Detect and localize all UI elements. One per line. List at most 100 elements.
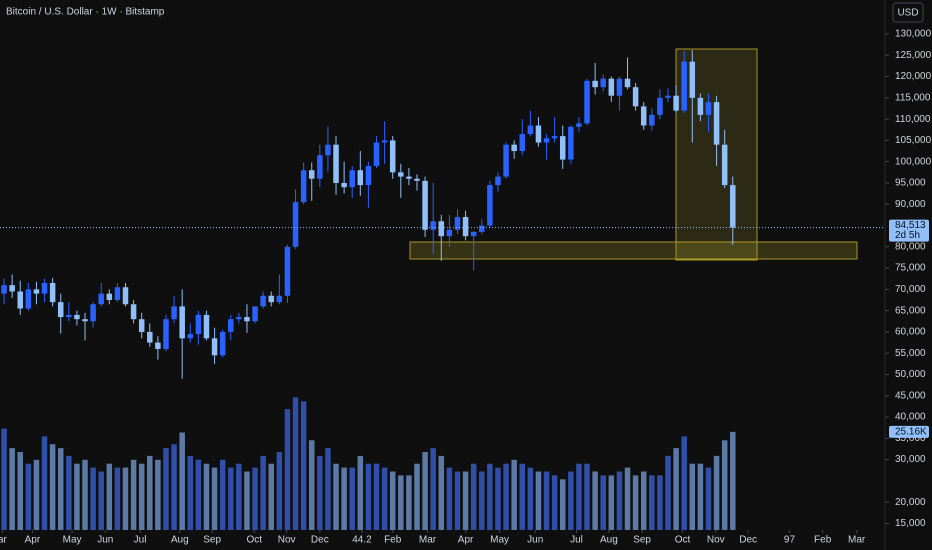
chart-title: Bitcoin / U.S. Dollar · 1W · Bitstamp: [6, 7, 165, 18]
volume-bar: [381, 467, 388, 530]
candle-body: [284, 246, 291, 296]
candle-body: [268, 295, 275, 303]
volume-bar: [616, 471, 623, 530]
x-tick-label: Jun: [97, 535, 113, 546]
volume-bar: [730, 431, 736, 530]
candle-body: [138, 319, 145, 332]
candle-body: [228, 319, 234, 332]
volume-bar: [665, 455, 671, 530]
candle-body: [155, 342, 161, 349]
volume-bar: [543, 471, 550, 530]
candle-body: [665, 95, 671, 98]
y-tick-label: 130,000: [895, 29, 932, 40]
volume-bar: [292, 397, 299, 530]
candle-body: [616, 78, 623, 96]
candle-body: [276, 295, 283, 303]
candle-body: [511, 144, 517, 152]
candle-body: [244, 317, 250, 322]
x-tick-label: Feb: [814, 535, 832, 546]
x-tick-label: Dec: [311, 535, 329, 546]
volume-bar: [138, 463, 145, 530]
candle-body: [1, 285, 7, 294]
candle-body: [195, 314, 202, 335]
candle-body: [357, 170, 364, 186]
volume-bar: [49, 444, 56, 530]
y-tick-label: 115,000: [895, 92, 931, 103]
volume-bar: [584, 463, 590, 530]
volume-bar: [203, 463, 210, 530]
candle-body: [114, 287, 121, 301]
y-tick-label: 45,000: [895, 390, 926, 401]
y-tick-label: 125,000: [895, 50, 932, 61]
volume-bar: [535, 471, 542, 530]
y-tick-label: 15,000: [895, 518, 926, 529]
candle-body: [503, 144, 509, 177]
y-tick-label: 75,000: [895, 263, 926, 274]
volume-bar: [446, 467, 453, 530]
volume-bar: [365, 463, 372, 530]
y-tick-label: 95,000: [895, 178, 926, 189]
candle-body: [349, 170, 355, 188]
volume-bar: [349, 467, 355, 530]
candle-body: [381, 140, 388, 143]
volume-bar: [155, 459, 161, 530]
x-tick-label: Mar: [419, 535, 437, 546]
candle-body: [66, 314, 72, 318]
volume-bar: [122, 467, 129, 530]
volume-bar: [430, 448, 436, 530]
candle-body: [341, 182, 347, 188]
volume-bar: [66, 455, 72, 530]
candle-body: [657, 97, 663, 115]
volume-bar: [438, 455, 445, 530]
last-price-tag: [889, 219, 929, 242]
candle-body: [689, 61, 696, 98]
volume-bar: [179, 432, 185, 530]
support-zone: [409, 241, 858, 260]
candle-body: [106, 293, 113, 301]
candle-body: [673, 95, 679, 111]
candle-body: [130, 304, 137, 320]
y-tick-label: 110,000: [895, 114, 931, 125]
x-tick-label: Sep: [203, 535, 221, 546]
volume-bar: [171, 444, 177, 530]
volume-bar: [721, 440, 728, 530]
volume-bar: [236, 463, 242, 530]
candle-body: [333, 144, 339, 183]
volume-bar: [244, 471, 250, 530]
volume-bar: [25, 463, 32, 530]
candle-body: [519, 134, 526, 152]
currency-button[interactable]: [892, 2, 924, 23]
candle-body: [365, 165, 372, 186]
volume-bar: [527, 467, 534, 530]
y-tick-label: 40,000: [895, 412, 926, 423]
candle-body: [713, 102, 720, 145]
candle-body: [705, 102, 712, 115]
volume-bar: [389, 471, 396, 530]
candle-body: [219, 331, 226, 356]
candle-body: [9, 285, 15, 292]
y-tick-label: 105,000: [895, 135, 932, 146]
candle-body: [446, 229, 453, 237]
volume-bar: [576, 463, 582, 530]
candle-body: [470, 231, 477, 237]
currency-label[interactable]: USD: [897, 8, 918, 19]
candle-body: [649, 114, 655, 126]
x-tick-label: Oct: [246, 535, 262, 546]
x-tick-label: Jul: [570, 535, 583, 546]
volume-bar: [114, 467, 121, 530]
candle-body: [74, 314, 80, 320]
candle-body: [543, 138, 550, 143]
volume-bar: [640, 471, 647, 530]
candle-body: [236, 317, 242, 320]
volume-bar: [333, 463, 339, 530]
y-tick-label: 30,000: [895, 454, 926, 465]
volume-bar: [462, 471, 469, 530]
candle-body: [527, 125, 534, 135]
y-tick-label: 90,000: [895, 199, 926, 210]
candle-body: [317, 155, 323, 179]
volume-bar: [276, 452, 283, 530]
volume-bar: [414, 463, 420, 530]
x-tick-label: Jun: [527, 535, 543, 546]
